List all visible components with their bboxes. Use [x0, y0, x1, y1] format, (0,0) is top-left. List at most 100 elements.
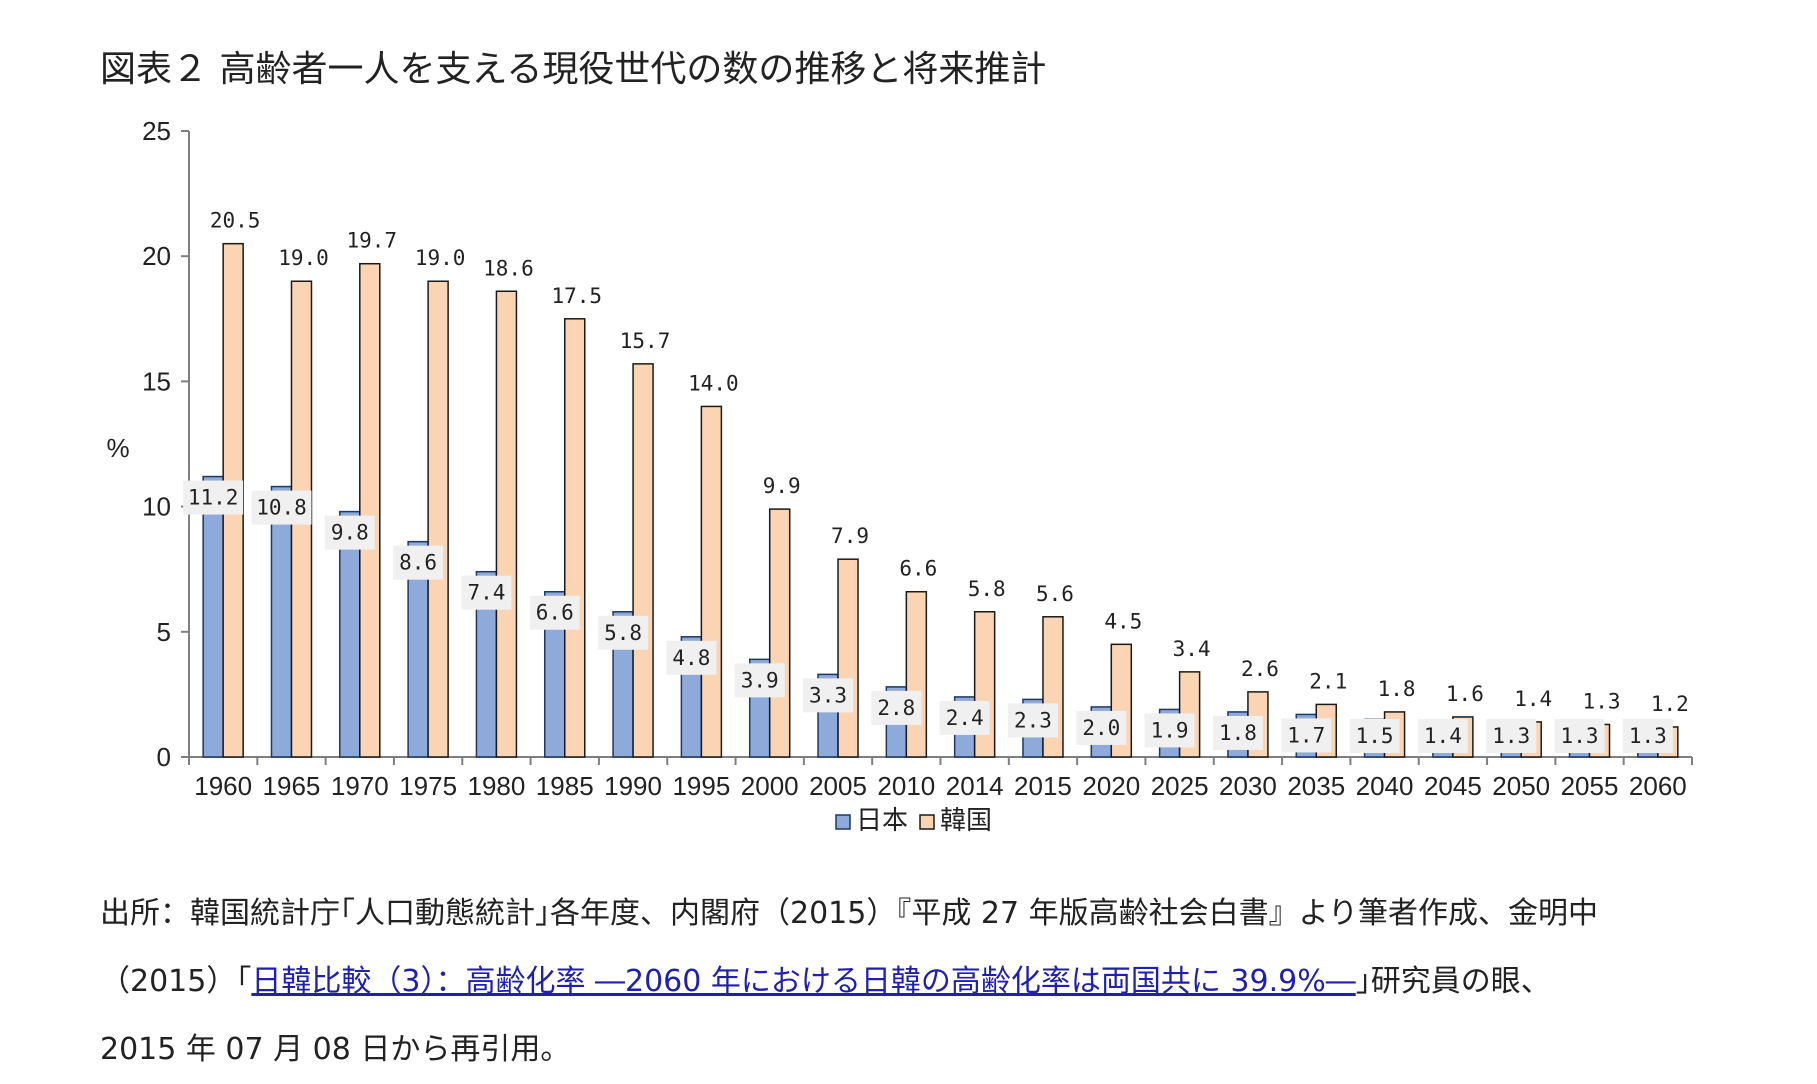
- data-label-japan: 1.5: [1356, 724, 1394, 748]
- data-label-japan: 11.2: [188, 486, 239, 510]
- x-tick-label: 1970: [331, 771, 389, 801]
- x-tick-label: 1960: [194, 771, 252, 801]
- x-tick-label: 1965: [263, 771, 321, 801]
- source-line-2: （2015）｢日韓比較（3）：高齢化率 ―2060 年における日韓の高齢化率は両…: [100, 948, 1760, 1016]
- data-label-box: [251, 490, 312, 525]
- x-tick-label: 2000: [741, 771, 799, 801]
- data-label-korea: 5.6: [1036, 582, 1074, 606]
- source-note: 出所：韓国統計庁｢人口動態統計｣各年度、内閣府（2015）『平成 27 年版高齢…: [100, 880, 1760, 1084]
- legend-swatch-korea: [919, 814, 935, 830]
- data-label-box: [666, 640, 717, 675]
- x-tick-label: 2030: [1219, 771, 1277, 801]
- y-tick-label: 15: [142, 366, 171, 396]
- data-label-box: [1144, 713, 1195, 748]
- source-prefix: （2015）｢: [100, 964, 252, 999]
- data-label-japan: 1.3: [1629, 724, 1667, 748]
- x-tick-label: 1990: [604, 771, 662, 801]
- data-label-japan: 3.9: [741, 668, 779, 692]
- x-tick-label: 2005: [809, 771, 867, 801]
- data-label-box: [803, 678, 854, 713]
- x-tick-label: 2040: [1356, 771, 1414, 801]
- data-label-korea: 1.6: [1446, 682, 1484, 706]
- data-label-box: [1622, 719, 1673, 753]
- data-label-korea: 19.0: [415, 246, 466, 270]
- data-label-japan: 1.7: [1287, 723, 1325, 747]
- data-label-japan: 7.4: [467, 581, 505, 605]
- x-tick-label: 2015: [1014, 771, 1072, 801]
- data-label-box: [939, 700, 990, 735]
- y-tick-label: 25: [142, 116, 171, 146]
- data-label-box: [1486, 719, 1537, 753]
- bar-korea: [564, 318, 586, 758]
- data-label-japan: 2.4: [946, 706, 984, 730]
- data-label-korea: 19.0: [278, 246, 329, 270]
- data-label-box: [183, 480, 244, 515]
- x-tick-label: 2025: [1151, 771, 1209, 801]
- data-label-box: [1554, 719, 1605, 753]
- source-line-1: 出所：韓国統計庁｢人口動態統計｣各年度、内閣府（2015）『平成 27 年版高齢…: [100, 896, 1598, 931]
- bar-korea: [359, 262, 381, 758]
- chart-legend: 日本 韓国: [835, 805, 992, 835]
- data-label-japan: 1.8: [1219, 721, 1257, 745]
- data-label-korea: 2.1: [1309, 669, 1347, 693]
- x-tick-label: 1980: [468, 771, 526, 801]
- chart-data-labels: 20.5 11.2 19.0 10.8 19.7 9.8 19.0 8.6 18.6 7.4 17.…: [183, 209, 1689, 753]
- bar-korea: [837, 558, 859, 758]
- x-tick-label: 2035: [1287, 771, 1345, 801]
- x-tick-label: 1975: [399, 771, 457, 801]
- x-tick-label: 2050: [1492, 771, 1550, 801]
- data-label-korea: 1.4: [1514, 687, 1552, 711]
- data-label-japan: 1.4: [1424, 724, 1462, 748]
- x-tick-label: 2055: [1561, 771, 1619, 801]
- chart-bars: [202, 242, 1679, 758]
- bar-korea: [427, 280, 449, 758]
- x-tick-label: 2014: [946, 771, 1004, 801]
- y-tick-label: 10: [142, 492, 171, 522]
- source-suffix: ｣研究員の眼、: [1355, 964, 1551, 999]
- data-label-japan: 1.3: [1492, 724, 1530, 748]
- data-label-box: [598, 615, 649, 650]
- legend-swatch-japan: [835, 814, 851, 830]
- chart-title: 図表２ 高齢者一人を支える現役世代の数の推移と将来推計: [100, 49, 1047, 90]
- data-label-japan: 3.3: [809, 683, 847, 707]
- data-label-korea: 6.6: [899, 557, 937, 581]
- data-label-korea: 4.5: [1104, 609, 1142, 633]
- data-label-japan: 9.8: [331, 521, 369, 545]
- data-label-box: [324, 515, 375, 550]
- y-tick-label: 0: [157, 742, 171, 772]
- source-line-3: 2015 年 07 月 08 日から再引用。: [100, 1032, 571, 1067]
- bar-korea: [700, 405, 723, 758]
- data-label-box: [1007, 703, 1058, 738]
- data-label-box: [1349, 719, 1400, 753]
- data-label-korea: 7.9: [831, 524, 869, 548]
- x-tick-label: 1985: [536, 771, 594, 801]
- data-label-korea: 17.5: [551, 284, 602, 308]
- bar-korea: [973, 611, 996, 758]
- data-label-korea: 1.2: [1651, 692, 1689, 716]
- source-link[interactable]: 日韓比較（3）：高齢化率 ―2060 年における日韓の高齢化率は両国共に 39.…: [251, 964, 1356, 999]
- y-tick-label: 5: [157, 617, 171, 647]
- y-tick-label: 20: [142, 241, 171, 271]
- data-label-japan: 2.8: [877, 696, 915, 720]
- x-tick-label: 1995: [672, 771, 730, 801]
- data-label-korea: 19.7: [347, 229, 398, 253]
- x-tick-label: 2010: [877, 771, 935, 801]
- x-tick-label: 2045: [1424, 771, 1482, 801]
- x-tick-label: 2020: [1082, 771, 1140, 801]
- data-label-box: [1076, 710, 1127, 745]
- bar-korea: [632, 363, 654, 758]
- data-label-box: [1281, 718, 1332, 753]
- data-label-japan: 2.0: [1082, 716, 1120, 740]
- bar-japan: [270, 485, 293, 758]
- bar-korea: [768, 508, 791, 758]
- data-label-korea: 9.9: [763, 474, 801, 498]
- data-label-japan: 8.6: [399, 551, 437, 575]
- data-label-box: [1212, 715, 1263, 750]
- data-label-japan: 5.8: [604, 621, 642, 645]
- data-label-box: [393, 545, 444, 580]
- data-label-korea: 15.7: [620, 329, 671, 353]
- data-label-korea: 18.6: [483, 256, 534, 280]
- data-label-japan: 2.3: [1014, 708, 1052, 732]
